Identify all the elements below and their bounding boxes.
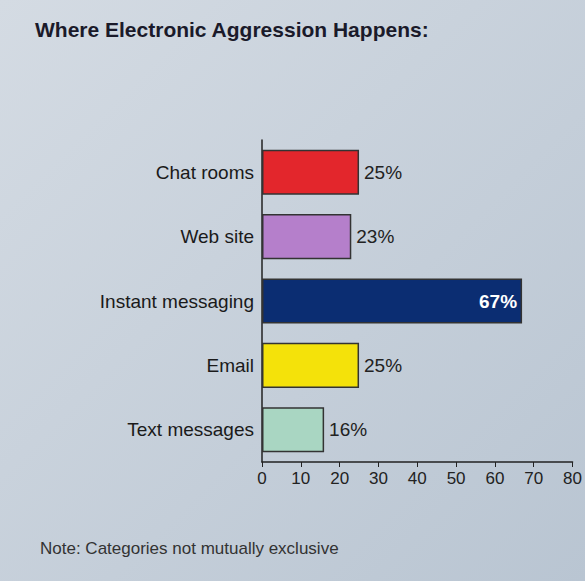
- svg-text:Note: Categories not mutually: Note: Categories not mutually exclusive: [40, 539, 339, 558]
- svg-text:Email: Email: [206, 355, 254, 376]
- svg-text:50: 50: [447, 469, 466, 488]
- svg-text:20: 20: [330, 469, 349, 488]
- svg-text:Chat rooms: Chat rooms: [156, 162, 254, 183]
- svg-text:40: 40: [408, 469, 427, 488]
- svg-text:25%: 25%: [364, 355, 402, 376]
- svg-text:80: 80: [563, 469, 582, 488]
- svg-text:Text messages: Text messages: [127, 419, 254, 440]
- svg-text:0: 0: [257, 469, 266, 488]
- svg-text:Instant messaging: Instant messaging: [100, 291, 254, 312]
- svg-text:25%: 25%: [364, 162, 402, 183]
- svg-text:16%: 16%: [329, 419, 367, 440]
- svg-text:23%: 23%: [356, 226, 394, 247]
- svg-text:70: 70: [524, 469, 543, 488]
- svg-text:30: 30: [369, 469, 388, 488]
- svg-text:67%: 67%: [479, 291, 517, 312]
- svg-text:Where Electronic Aggression Ha: Where Electronic Aggression Happens:: [35, 18, 429, 41]
- svg-text:10: 10: [291, 469, 310, 488]
- svg-text:60: 60: [485, 469, 504, 488]
- svg-text:Web site: Web site: [180, 226, 254, 247]
